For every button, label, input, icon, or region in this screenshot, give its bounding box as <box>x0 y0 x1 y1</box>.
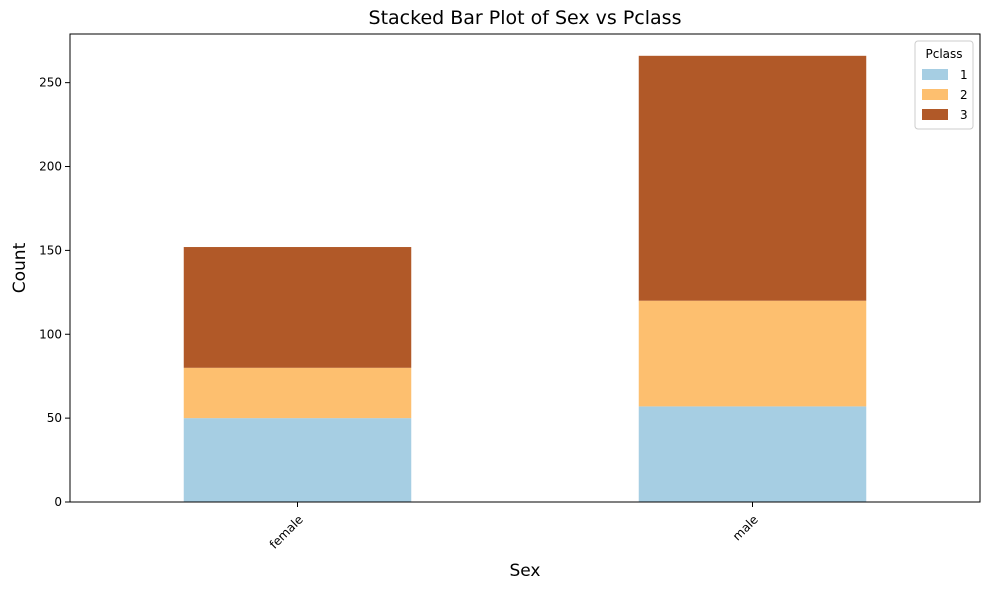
bar-male-pclass-2 <box>638 300 867 407</box>
legend-label-3: 3 <box>960 108 968 122</box>
y-axis-label: Count <box>10 242 30 293</box>
x-tick-label-female: female <box>267 512 306 551</box>
bars <box>183 55 867 502</box>
y-tick-label: 0 <box>54 495 62 509</box>
y-tick-label: 100 <box>39 327 62 341</box>
legend-box <box>914 40 974 130</box>
y-axis: 0 50 100 150 200 250 <box>39 76 70 509</box>
bar-male-pclass-1 <box>638 406 867 502</box>
legend-swatch-3 <box>922 109 948 120</box>
y-tick-label: 150 <box>39 243 62 257</box>
legend-swatch-1 <box>922 69 948 80</box>
bar-female-pclass-2 <box>183 367 412 419</box>
chart-title: Stacked Bar Plot of Sex vs Pclass <box>369 7 682 29</box>
y-tick-label: 200 <box>39 160 62 174</box>
legend-swatch-2 <box>922 89 948 100</box>
y-tick-label: 250 <box>39 76 62 90</box>
bar-female-pclass-1 <box>183 418 412 502</box>
y-tick-label: 50 <box>47 411 62 425</box>
legend-title: Pclass <box>925 47 962 61</box>
legend: Pclass 1 2 3 <box>914 40 974 130</box>
bar-female-pclass-3 <box>183 247 412 368</box>
x-axis: female male <box>267 502 761 552</box>
bar-male-pclass-3 <box>638 55 867 301</box>
plot-frame <box>69 33 981 503</box>
legend-label-2: 2 <box>960 88 968 102</box>
x-tick-label-male: male <box>730 512 761 543</box>
x-axis-label: Sex <box>509 561 540 581</box>
legend-label-1: 1 <box>960 68 968 82</box>
